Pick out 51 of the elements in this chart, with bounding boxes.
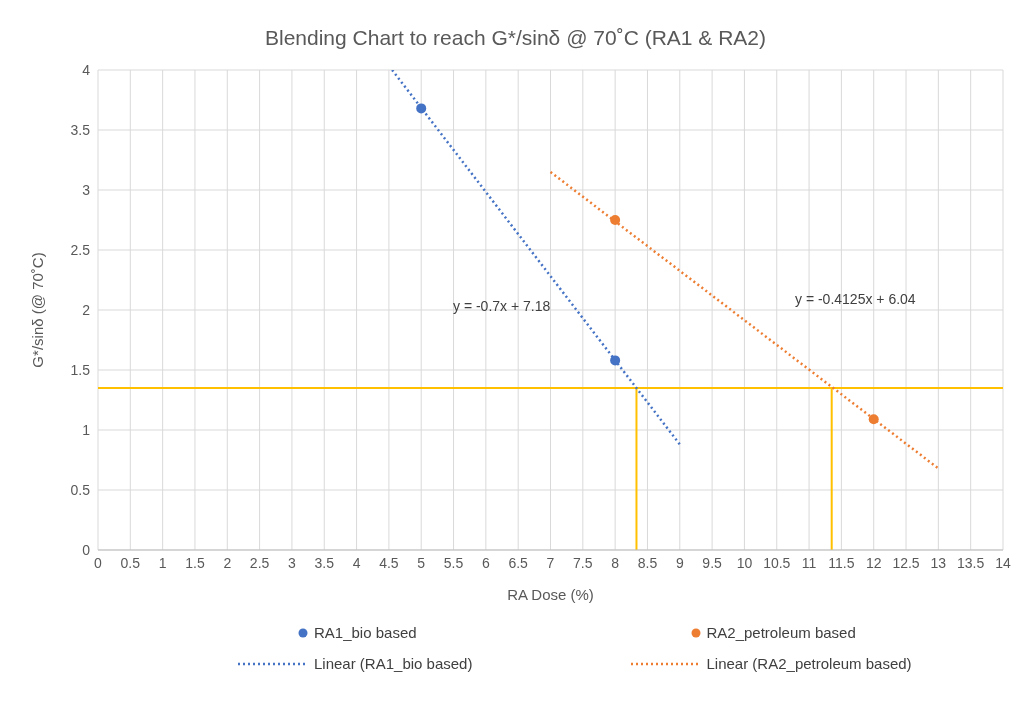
legend-label: RA2_petroleum based [706, 624, 856, 641]
x-tick-label: 8.5 [637, 554, 658, 571]
y-tick-label: 3 [82, 181, 91, 198]
x-tick-label: 12 [865, 554, 882, 571]
x-tick-label: 2 [223, 554, 232, 571]
x-tick-label: 4.5 [379, 554, 399, 571]
x-tick-label: 0.5 [120, 554, 141, 571]
point [868, 414, 879, 425]
point [416, 103, 427, 114]
x-tick-label: 11.5 [828, 554, 855, 571]
x-tick-label: 10.5 [763, 554, 791, 571]
annotation: y = -0.4125x + 6.04 [795, 291, 916, 307]
x-tick-label: 7 [546, 554, 555, 571]
x-tick-label: 3 [288, 554, 297, 571]
y-tick-label: 2.5 [70, 241, 91, 258]
y-tick-label: 1 [82, 421, 91, 438]
x-tick-label: 1.5 [185, 554, 205, 571]
y-tick-label: 4 [82, 61, 91, 78]
x-tick-label: 7.5 [573, 554, 593, 571]
point [610, 355, 621, 366]
x-tick-label: 1 [158, 554, 167, 571]
x-axis-title: RA Dose (%) [507, 586, 594, 603]
y-tick-label: 2 [82, 301, 91, 318]
x-tick-label: 8 [611, 554, 620, 571]
y-tick-label: 0.5 [70, 481, 91, 498]
x-tick-label: 5 [417, 554, 426, 571]
x-tick-label: 13.5 [957, 554, 985, 571]
x-tick-label: 2.5 [249, 554, 270, 571]
y-tick-label: 0 [82, 541, 91, 558]
annotation: y = -0.7x + 7.18 [453, 298, 551, 314]
x-tick-label: 13 [930, 554, 947, 571]
y-tick-label: 1.5 [70, 361, 91, 378]
x-tick-label: 11 [801, 554, 817, 571]
x-tick-label: 5.5 [443, 554, 464, 571]
x-tick-label: 6 [481, 554, 490, 571]
y-axis-title: G*/sinδ (@ 70˚C) [29, 252, 47, 368]
x-tick-label: 9 [675, 554, 684, 571]
point [610, 215, 621, 225]
x-tick-label: 0 [94, 554, 103, 571]
x-tick-label: 12.5 [892, 554, 920, 571]
chart-title: Blending Chart to reach G*/sinδ @ 70˚C (RA1 & RA2) [263, 25, 767, 50]
x-tick-label: 9.5 [702, 554, 723, 571]
legend-label: Linear (RA1_bio based) [314, 655, 473, 672]
x-tick-label: 10 [736, 554, 753, 571]
legend-label: RA1_bio based [314, 624, 417, 641]
legend-label: Linear (RA2_petroleum based) [706, 655, 912, 672]
x-tick-label: 6.5 [508, 554, 529, 571]
x-tick-label: 14 [995, 554, 1011, 571]
x-tick-label: 4 [352, 554, 361, 571]
y-tick-label: 3.5 [70, 121, 91, 138]
x-tick-label: 3.5 [314, 554, 335, 571]
